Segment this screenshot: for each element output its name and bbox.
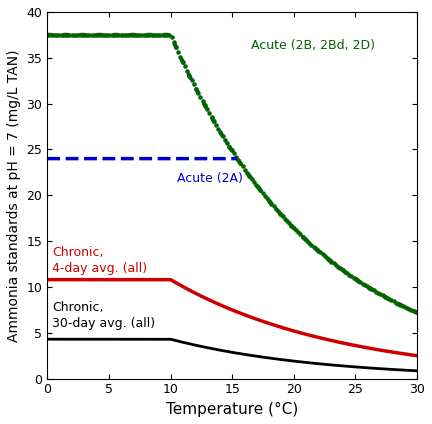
- X-axis label: Temperature (°C): Temperature (°C): [166, 402, 299, 417]
- Text: Acute (2B, 2Bd, 2D): Acute (2B, 2Bd, 2D): [251, 39, 375, 53]
- Text: Acute (2A): Acute (2A): [177, 173, 243, 185]
- Y-axis label: Ammonia standards at pH = 7 (mg/L TAN): Ammonia standards at pH = 7 (mg/L TAN): [7, 49, 21, 342]
- Text: Chronic,
30-day avg. (all): Chronic, 30-day avg. (all): [52, 301, 155, 330]
- Text: Chronic,
4-day avg. (all): Chronic, 4-day avg. (all): [52, 245, 147, 275]
